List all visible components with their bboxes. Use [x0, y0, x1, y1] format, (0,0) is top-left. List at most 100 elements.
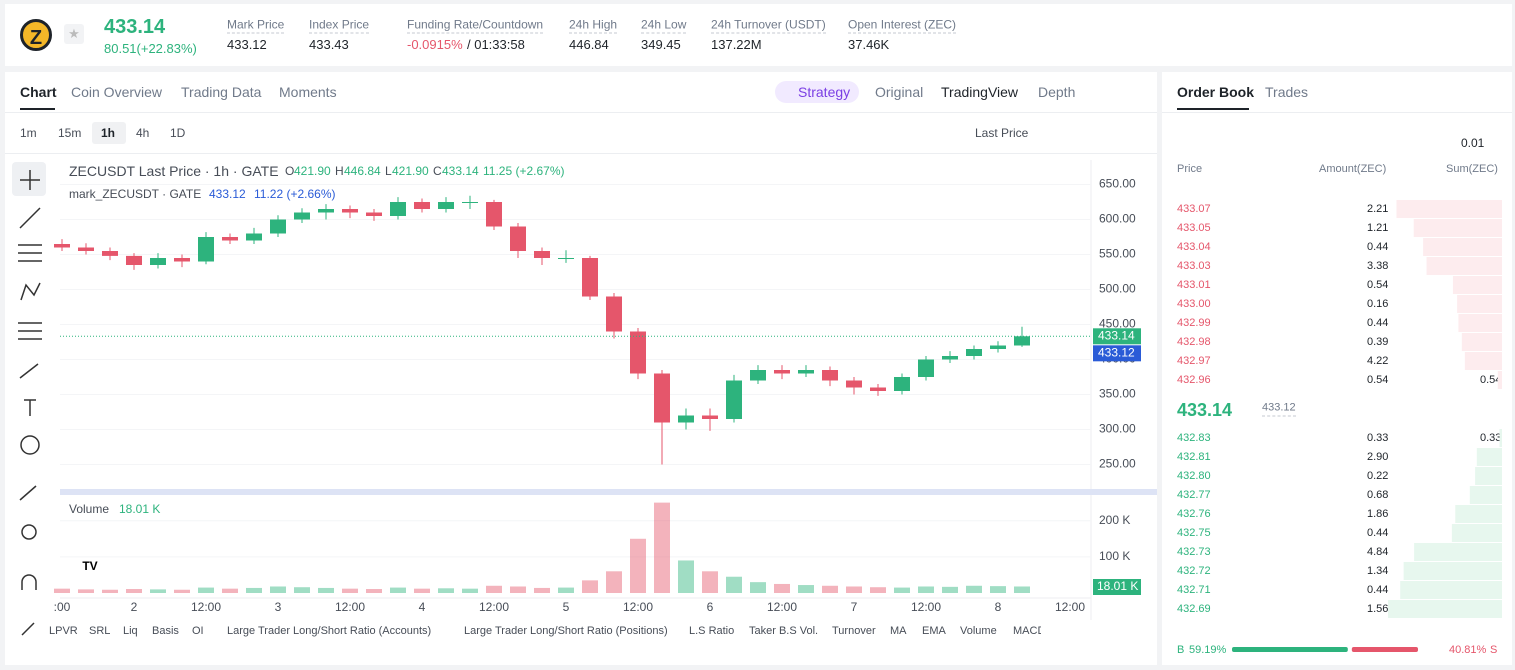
view-tab[interactable]: Original — [875, 84, 924, 100]
indicator[interactable]: MACD — [1013, 625, 1041, 637]
ob-sum: 9.67 — [1480, 260, 1502, 272]
legend-mark-price: 433.12 — [209, 187, 246, 201]
ob-sum: 0.54 — [1480, 374, 1502, 386]
ob-amount: 3.38 — [1367, 260, 1389, 272]
stat-label: 24h Low — [641, 17, 687, 34]
interval[interactable]: 1D — [170, 126, 186, 140]
view-tab[interactable]: Strategy — [798, 84, 851, 100]
volume-value: 18.01 K — [119, 502, 161, 516]
legend-title: ZECUSDT Last Price · 1h · GATE — [69, 163, 279, 179]
interval[interactable]: 4h — [136, 126, 150, 140]
ohlc-key: O — [285, 164, 295, 178]
ob-price: 432.81 — [1177, 451, 1211, 463]
ob-amount: 0.54 — [1367, 279, 1389, 291]
ob-sum: 3.45 — [1480, 470, 1502, 482]
ob-price: 432.69 — [1177, 603, 1211, 615]
indicator[interactable]: Taker B.S Vol. — [749, 625, 819, 637]
ob-amount: 1.86 — [1367, 508, 1389, 520]
ob-sum: 4.13 — [1480, 489, 1502, 501]
stat-label: 24h Turnover (USDT) — [711, 17, 826, 34]
ob-amount: 2.90 — [1367, 451, 1389, 463]
interval-selected — [92, 122, 126, 144]
ob-price: 433.03 — [1177, 260, 1211, 272]
top-bar — [5, 4, 1512, 66]
ob-price: 432.83 — [1177, 432, 1211, 444]
ob-price: 433.00 — [1177, 298, 1211, 310]
legend-mark: mark_ZECUSDT · GATE — [69, 187, 202, 201]
ob-price: 432.98 — [1177, 336, 1211, 348]
tab[interactable]: Coin Overview — [71, 84, 163, 100]
stat-value: -0.0915% — [407, 37, 463, 52]
indicator[interactable]: Turnover — [832, 625, 876, 637]
precision[interactable]: 0.01 — [1461, 136, 1485, 150]
legend-mark-change: 11.22 (+2.66%) — [254, 187, 336, 201]
ob-sum: 3.23 — [1480, 451, 1502, 463]
ob-price: 432.96 — [1177, 374, 1211, 386]
col-head: Amount(ZEC) — [1319, 163, 1387, 175]
price-type[interactable]: Last Price — [975, 126, 1029, 140]
indicator[interactable]: OI — [192, 625, 204, 637]
indicator[interactable]: EMA — [922, 625, 946, 637]
ohlc-key: C — [433, 164, 442, 178]
ob-sum: 10.11 — [1474, 241, 1501, 253]
tab[interactable]: Chart — [20, 84, 57, 100]
ob-sum: 11.32 — [1474, 222, 1501, 234]
indicator[interactable]: Large Trader Long/Short Ratio (Accounts) — [227, 625, 432, 637]
ohlc-key: H — [335, 164, 344, 178]
ohlc-value: 421.90 — [294, 164, 331, 178]
ob-amount: 0.39 — [1367, 336, 1389, 348]
legend-change: 11.25 (+2.67%) — [483, 164, 565, 178]
mid-mark: 433.12 — [1262, 400, 1296, 417]
ob-amount: 0.44 — [1367, 584, 1389, 596]
tab[interactable]: Trading Data — [181, 84, 262, 100]
ob-price: 432.80 — [1177, 470, 1211, 482]
ob-sum: 6.43 — [1480, 527, 1502, 539]
ob-amount: 0.16 — [1367, 298, 1389, 310]
tab[interactable]: Moments — [279, 84, 337, 100]
indicator[interactable]: Basis — [152, 625, 179, 637]
ob-sum: 4.76 — [1480, 355, 1502, 367]
indicator[interactable]: LPVR — [49, 625, 78, 637]
col-head: Price — [1177, 163, 1203, 175]
indicator[interactable]: L.S Ratio — [689, 625, 735, 637]
ob-sum: 13.53 — [1473, 203, 1501, 215]
view-tab[interactable]: TradingView — [941, 84, 1019, 100]
ob-amount: 0.54 — [1367, 374, 1389, 386]
stat-label: Funding Rate/Countdown — [407, 17, 544, 34]
ob-sum: 12.61 — [1473, 565, 1501, 577]
ob-tab[interactable]: Order Book — [1177, 84, 1255, 100]
sell-ratio: 40.81% — [1449, 644, 1487, 656]
favorite-star[interactable]: ★ — [64, 24, 84, 44]
indicator[interactable]: MA — [890, 625, 907, 637]
ob-amount: 0.44 — [1367, 527, 1389, 539]
indicator[interactable]: Large Trader Long/Short Ratio (Positions… — [464, 625, 668, 637]
ob-price: 432.73 — [1177, 546, 1211, 558]
ohlc-value: 421.90 — [392, 164, 429, 178]
indicator[interactable]: Liq — [123, 625, 138, 637]
ohlc-value: 446.84 — [344, 164, 381, 178]
indicator[interactable]: Volume — [960, 625, 997, 637]
ob-amount: 0.33 — [1367, 432, 1389, 444]
ob-amount: 0.44 — [1367, 241, 1389, 253]
last-price: 433.14 — [104, 16, 166, 38]
ohlc-value: 433.14 — [442, 164, 479, 178]
ob-amount: 4.22 — [1367, 355, 1389, 367]
ob-amount: 4.84 — [1367, 546, 1389, 558]
indicator[interactable]: SRL — [89, 625, 111, 637]
ob-price: 432.72 — [1177, 565, 1211, 577]
ob-amount: 1.34 — [1367, 565, 1389, 577]
ob-amount: 1.56 — [1367, 603, 1389, 615]
ob-tab[interactable]: Trades — [1265, 84, 1309, 100]
divider — [5, 153, 1157, 154]
interval[interactable]: 1h — [101, 126, 116, 140]
stat-label: Index Price — [309, 17, 370, 34]
ob-amount: 2.21 — [1367, 203, 1389, 215]
interval[interactable]: 15m — [58, 126, 82, 140]
tab-underline — [20, 108, 55, 110]
interval[interactable]: 1m — [20, 126, 37, 140]
view-tab[interactable]: Depth — [1038, 84, 1076, 100]
buy-ratio: 59.19% — [1189, 644, 1227, 656]
volume-title: Volume — [69, 502, 110, 516]
strategy-pill[interactable] — [775, 81, 859, 103]
